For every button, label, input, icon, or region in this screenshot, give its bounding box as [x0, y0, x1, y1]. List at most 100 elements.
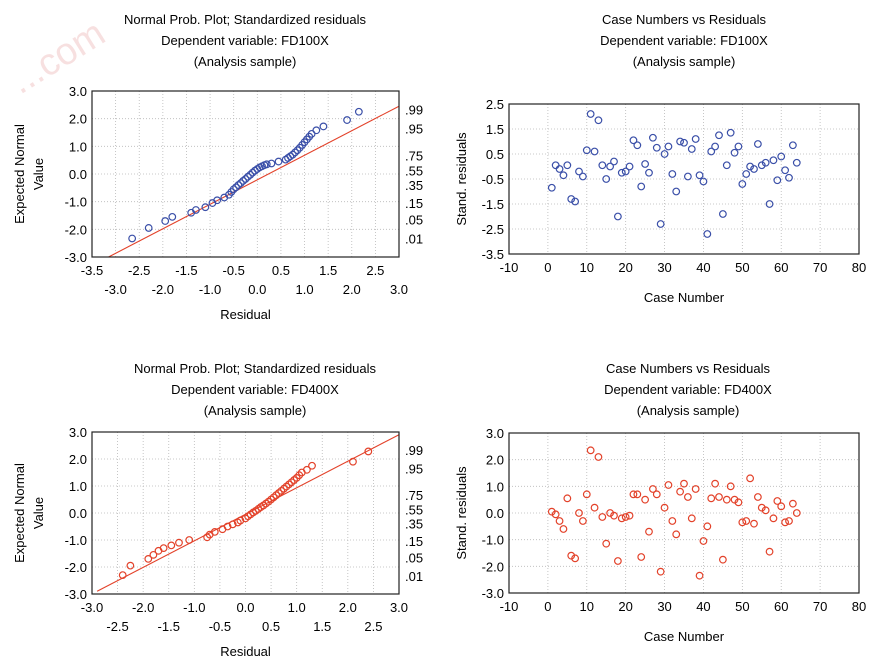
y-tick-label: -0.5	[482, 172, 504, 187]
data-point	[598, 161, 607, 170]
data-point	[168, 212, 177, 221]
x-tick-label-upper: 2.5	[366, 263, 384, 278]
y-axis-label-line2: Value	[31, 158, 46, 190]
x-tick-label-upper: -2.0	[132, 600, 154, 615]
x-tick-label: 60	[774, 599, 788, 614]
x-tick-label: -10	[500, 260, 519, 275]
data-point	[192, 206, 200, 214]
data-point	[267, 159, 276, 168]
y-axis-label: Stand. residuals	[454, 132, 469, 226]
probability-label: .99	[405, 443, 423, 458]
data-point	[645, 527, 653, 536]
data-point	[571, 554, 580, 563]
x-tick-label-lower: 1.5	[313, 619, 331, 634]
data-point	[648, 133, 657, 142]
data-point	[118, 571, 127, 579]
chart-title-line: (Analysis sample)	[637, 403, 740, 418]
data-point	[159, 544, 168, 552]
y-tick-label: 0.5	[486, 147, 504, 162]
data-point	[201, 203, 210, 212]
data-point	[680, 138, 688, 147]
data-point	[617, 514, 626, 523]
x-axis-label: Case Number	[644, 629, 725, 644]
y-axis-label-line1: Expected Normal	[12, 463, 27, 563]
x-tick-label-upper: 1.0	[288, 600, 306, 615]
data-point	[128, 234, 137, 243]
x-tick-label-lower: -3.0	[104, 282, 126, 297]
data-point	[726, 482, 735, 491]
y-tick-label: 1.5	[486, 122, 504, 137]
data-point	[792, 158, 801, 167]
y-tick-label: 0.0	[69, 167, 87, 182]
data-point	[241, 175, 250, 183]
data-point	[746, 162, 755, 171]
x-axis-label: Residual	[220, 307, 271, 322]
data-point	[648, 485, 657, 493]
x-tick-label: 80	[852, 260, 866, 275]
data-point	[246, 170, 255, 179]
chart-title-line: (Analysis sample)	[204, 403, 307, 418]
y-tick-label: -3.0	[65, 587, 87, 602]
probability-label: .55	[405, 502, 423, 517]
x-tick-label-lower: -1.5	[158, 619, 180, 634]
y-tick-label: -2.0	[65, 222, 87, 237]
data-point	[555, 165, 564, 173]
data-point	[777, 502, 786, 511]
data-point	[718, 555, 727, 564]
probability-label: .99	[405, 103, 423, 118]
data-point	[563, 161, 572, 170]
data-point	[149, 550, 158, 559]
y-tick-label: 0.0	[486, 506, 504, 521]
data-point	[598, 513, 607, 521]
data-point	[319, 122, 328, 131]
chart-title-line: Case Numbers vs Residuals	[606, 361, 771, 376]
x-tick-label: 30	[657, 260, 671, 275]
probability-label: .75	[405, 148, 423, 163]
probability-label: .01	[405, 569, 423, 584]
data-point	[586, 446, 595, 455]
plot-frame	[508, 432, 860, 594]
y-tick-label: 3.0	[69, 84, 87, 99]
data-point	[563, 494, 572, 503]
watermark-text: ...com	[3, 12, 113, 102]
y-tick-label: -3.0	[482, 586, 504, 601]
data-point	[126, 561, 135, 570]
x-tick-label-upper: 1.5	[319, 263, 337, 278]
x-tick-label-lower: 1.0	[295, 282, 313, 297]
data-point	[610, 157, 618, 166]
data-point	[185, 536, 194, 544]
data-point	[656, 567, 665, 576]
data-point	[742, 517, 751, 525]
data-point	[715, 493, 723, 501]
x-tick-label: 70	[813, 599, 827, 614]
data-point	[621, 513, 630, 521]
data-point	[687, 145, 696, 153]
data-point	[293, 146, 302, 155]
data-point	[769, 156, 778, 165]
x-axis-label: Case Number	[644, 290, 725, 305]
data-point	[652, 490, 661, 499]
x-tick-label-lower: 0.0	[248, 282, 266, 297]
x-tick-label: 0	[544, 260, 551, 275]
data-point	[738, 518, 747, 527]
chart-title-line: (Analysis sample)	[194, 54, 297, 69]
data-point	[699, 537, 708, 545]
data-point	[633, 490, 642, 499]
data-point	[343, 116, 351, 124]
data-point	[236, 516, 245, 525]
data-point	[676, 487, 685, 496]
data-point	[633, 141, 642, 150]
data-point	[606, 162, 615, 171]
y-tick-label: 2.5	[486, 97, 504, 112]
data-point	[602, 539, 611, 548]
data-point	[144, 555, 153, 563]
data-point	[582, 146, 591, 155]
data-point	[175, 538, 183, 547]
data-point	[680, 479, 688, 488]
x-tick-label-upper: 3.0	[390, 600, 408, 615]
data-point	[621, 167, 630, 176]
chart-panel-3: Normal Prob. Plot; Standardized residual…	[12, 361, 423, 659]
data-point	[629, 490, 638, 499]
probability-label: .95	[405, 461, 423, 476]
data-point	[308, 461, 316, 470]
